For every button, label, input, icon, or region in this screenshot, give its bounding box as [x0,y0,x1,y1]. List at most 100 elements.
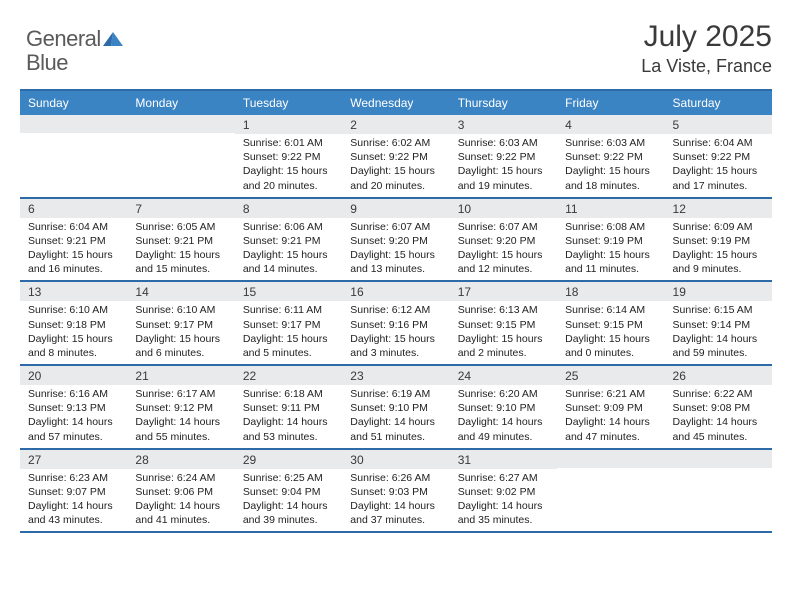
detail-line: Sunrise: 6:18 AM [243,387,334,401]
detail-line: and 39 minutes. [243,513,334,527]
day-header: Friday [557,91,664,115]
detail-line: Daylight: 15 hours [350,248,441,262]
detail-line: Sunset: 9:20 PM [350,234,441,248]
detail-line: Sunset: 9:16 PM [350,318,441,332]
detail-line: and 19 minutes. [458,179,549,193]
day-number: 24 [450,366,557,385]
detail-line: Sunset: 9:07 PM [28,485,119,499]
detail-line: Daylight: 14 hours [350,499,441,513]
detail-line: and 41 minutes. [135,513,226,527]
day-detail: Sunrise: 6:12 AMSunset: 9:16 PMDaylight:… [342,301,449,364]
calendar-cell [127,115,234,197]
detail-line: Sunset: 9:21 PM [243,234,334,248]
detail-line: Sunset: 9:22 PM [243,150,334,164]
day-number: 25 [557,366,664,385]
detail-line: Sunrise: 6:09 AM [673,220,764,234]
detail-line: Sunset: 9:10 PM [350,401,441,415]
detail-line: Sunrise: 6:05 AM [135,220,226,234]
calendar-cell: 18Sunrise: 6:14 AMSunset: 9:15 PMDayligh… [557,282,664,364]
day-number: 26 [665,366,772,385]
day-detail: Sunrise: 6:13 AMSunset: 9:15 PMDaylight:… [450,301,557,364]
day-number [665,450,772,468]
detail-line: and 45 minutes. [673,430,764,444]
day-detail: Sunrise: 6:20 AMSunset: 9:10 PMDaylight:… [450,385,557,448]
calendar-cell: 12Sunrise: 6:09 AMSunset: 9:19 PMDayligh… [665,199,772,281]
detail-line: Sunrise: 6:02 AM [350,136,441,150]
day-number: 28 [127,450,234,469]
calendar-cell: 25Sunrise: 6:21 AMSunset: 9:09 PMDayligh… [557,366,664,448]
detail-line: Sunset: 9:20 PM [458,234,549,248]
day-detail: Sunrise: 6:02 AMSunset: 9:22 PMDaylight:… [342,134,449,197]
day-header: Monday [127,91,234,115]
day-detail: Sunrise: 6:10 AMSunset: 9:17 PMDaylight:… [127,301,234,364]
detail-line: Daylight: 15 hours [458,248,549,262]
calendar-cell: 24Sunrise: 6:20 AMSunset: 9:10 PMDayligh… [450,366,557,448]
detail-line: Sunrise: 6:08 AM [565,220,656,234]
detail-line: Sunset: 9:04 PM [243,485,334,499]
day-detail: Sunrise: 6:27 AMSunset: 9:02 PMDaylight:… [450,469,557,532]
detail-line: and 13 minutes. [350,262,441,276]
day-detail: Sunrise: 6:09 AMSunset: 9:19 PMDaylight:… [665,218,772,281]
detail-line: Daylight: 15 hours [458,164,549,178]
day-header: Thursday [450,91,557,115]
detail-line: and 3 minutes. [350,346,441,360]
day-header-row: SundayMondayTuesdayWednesdayThursdayFrid… [20,91,772,115]
day-header: Saturday [665,91,772,115]
calendar-cell: 13Sunrise: 6:10 AMSunset: 9:18 PMDayligh… [20,282,127,364]
detail-line: Sunset: 9:22 PM [565,150,656,164]
calendar-cell: 14Sunrise: 6:10 AMSunset: 9:17 PMDayligh… [127,282,234,364]
detail-line: Sunset: 9:19 PM [673,234,764,248]
detail-line: Sunset: 9:09 PM [565,401,656,415]
detail-line: Sunrise: 6:07 AM [458,220,549,234]
detail-line: Sunrise: 6:12 AM [350,303,441,317]
detail-line: and 20 minutes. [350,179,441,193]
day-detail: Sunrise: 6:07 AMSunset: 9:20 PMDaylight:… [450,218,557,281]
detail-line: Sunrise: 6:15 AM [673,303,764,317]
detail-line: and 15 minutes. [135,262,226,276]
detail-line: Sunrise: 6:23 AM [28,471,119,485]
logo-text-2: Blue [26,50,68,75]
day-number: 31 [450,450,557,469]
detail-line: Daylight: 15 hours [135,248,226,262]
detail-line: and 51 minutes. [350,430,441,444]
triangle-icon [103,32,123,46]
day-number: 23 [342,366,449,385]
day-number: 3 [450,115,557,134]
detail-line: Sunset: 9:11 PM [243,401,334,415]
day-number [557,450,664,468]
header: General July 2025 La Viste, France [20,20,772,77]
detail-line: Sunset: 9:21 PM [135,234,226,248]
detail-line: Daylight: 15 hours [28,248,119,262]
detail-line: Daylight: 15 hours [135,332,226,346]
day-number: 9 [342,199,449,218]
day-detail: Sunrise: 6:03 AMSunset: 9:22 PMDaylight:… [557,134,664,197]
calendar-cell: 23Sunrise: 6:19 AMSunset: 9:10 PMDayligh… [342,366,449,448]
weeks-container: 1Sunrise: 6:01 AMSunset: 9:22 PMDaylight… [20,115,772,533]
detail-line: Sunrise: 6:16 AM [28,387,119,401]
day-detail: Sunrise: 6:23 AMSunset: 9:07 PMDaylight:… [20,469,127,532]
detail-line: Sunrise: 6:11 AM [243,303,334,317]
week-row: 27Sunrise: 6:23 AMSunset: 9:07 PMDayligh… [20,450,772,534]
detail-line: Daylight: 15 hours [243,164,334,178]
detail-line: Sunset: 9:18 PM [28,318,119,332]
detail-line: Sunset: 9:19 PM [565,234,656,248]
detail-line: Sunrise: 6:03 AM [565,136,656,150]
detail-line: Daylight: 15 hours [458,332,549,346]
calendar-cell: 26Sunrise: 6:22 AMSunset: 9:08 PMDayligh… [665,366,772,448]
day-number: 8 [235,199,342,218]
day-number: 10 [450,199,557,218]
day-number: 16 [342,282,449,301]
calendar: SundayMondayTuesdayWednesdayThursdayFrid… [20,89,772,533]
detail-line: and 37 minutes. [350,513,441,527]
detail-line: Sunset: 9:06 PM [135,485,226,499]
detail-line: Sunrise: 6:10 AM [28,303,119,317]
detail-line: Sunrise: 6:04 AM [28,220,119,234]
detail-line: Daylight: 14 hours [135,499,226,513]
calendar-cell: 9Sunrise: 6:07 AMSunset: 9:20 PMDaylight… [342,199,449,281]
detail-line: Sunset: 9:15 PM [565,318,656,332]
day-number: 18 [557,282,664,301]
detail-line: and 55 minutes. [135,430,226,444]
day-detail: Sunrise: 6:17 AMSunset: 9:12 PMDaylight:… [127,385,234,448]
detail-line: and 53 minutes. [243,430,334,444]
detail-line: Sunset: 9:17 PM [243,318,334,332]
